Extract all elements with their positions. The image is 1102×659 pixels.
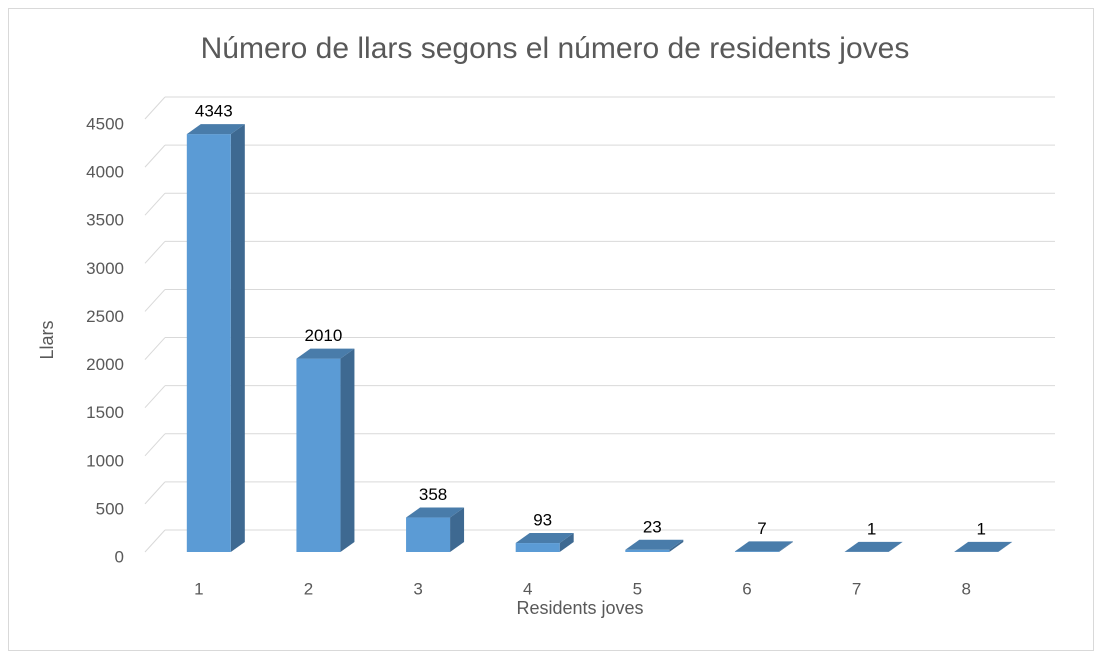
- bar: [625, 549, 670, 552]
- bar-top: [515, 533, 574, 544]
- bar: [406, 517, 451, 552]
- bar-side: [669, 539, 684, 552]
- bar-side: [559, 533, 574, 552]
- bar: [296, 358, 341, 552]
- data-label: 93: [533, 511, 552, 530]
- x-tick-label: 4: [523, 579, 532, 598]
- y-tick-label: 2000: [86, 355, 124, 374]
- grid-line-side: [144, 385, 166, 409]
- data-label: 23: [643, 517, 662, 536]
- bar-top: [734, 541, 793, 552]
- x-tick-label: 2: [304, 579, 313, 598]
- y-axis-title: Llars: [37, 320, 57, 359]
- grid-line-side: [144, 144, 166, 168]
- y-tick-label: 500: [96, 499, 124, 518]
- bar-side: [778, 541, 793, 552]
- grid-line-side: [144, 337, 166, 360]
- y-tick-label: 0: [115, 547, 124, 566]
- bar: [734, 551, 779, 552]
- grid-line-side: [144, 529, 166, 553]
- grid-line-side: [144, 240, 166, 264]
- bar-top: [954, 541, 1013, 552]
- x-tick-label: 6: [742, 579, 751, 598]
- bar-side: [450, 507, 465, 552]
- bar-top: [844, 541, 903, 552]
- data-label: 1: [867, 519, 876, 538]
- grid-line-side: [144, 433, 166, 457]
- bar-side: [340, 348, 355, 552]
- y-tick-label: 4000: [86, 163, 124, 182]
- x-tick-label: 5: [633, 579, 642, 598]
- bar: [515, 543, 560, 552]
- bar: [186, 134, 231, 553]
- bar-side: [888, 541, 903, 552]
- grid-line-side: [144, 481, 166, 505]
- y-tick-label: 1000: [86, 451, 124, 470]
- y-tick-label: 3500: [86, 211, 124, 230]
- bar-top: [186, 124, 245, 135]
- x-tick-label: 8: [961, 579, 970, 598]
- chart-border: [8, 8, 1094, 651]
- bar-side: [998, 541, 1013, 552]
- data-label: 358: [419, 485, 447, 504]
- x-tick-label: 3: [413, 579, 422, 598]
- bar-top: [296, 348, 355, 359]
- bar-top: [406, 507, 465, 518]
- data-label: 4343: [195, 102, 233, 121]
- grid-line-side: [144, 96, 166, 120]
- data-label: 1: [976, 519, 985, 538]
- data-label: 2010: [305, 326, 343, 345]
- bar-side: [230, 124, 245, 553]
- x-tick-label: 1: [194, 579, 203, 598]
- data-label: 7: [757, 519, 766, 538]
- y-tick-label: 2500: [86, 307, 124, 326]
- x-axis-title: Residents joves: [516, 598, 643, 618]
- bar-top: [625, 539, 684, 550]
- grid-line-side: [144, 192, 166, 216]
- y-tick-label: 4500: [86, 114, 124, 133]
- y-tick-label: 3000: [86, 259, 124, 278]
- y-tick-label: 1500: [86, 403, 124, 422]
- grid-line-side: [144, 289, 166, 312]
- x-tick-label: 7: [852, 579, 861, 598]
- chart-title: Número de llars segons el número de resi…: [201, 32, 910, 65]
